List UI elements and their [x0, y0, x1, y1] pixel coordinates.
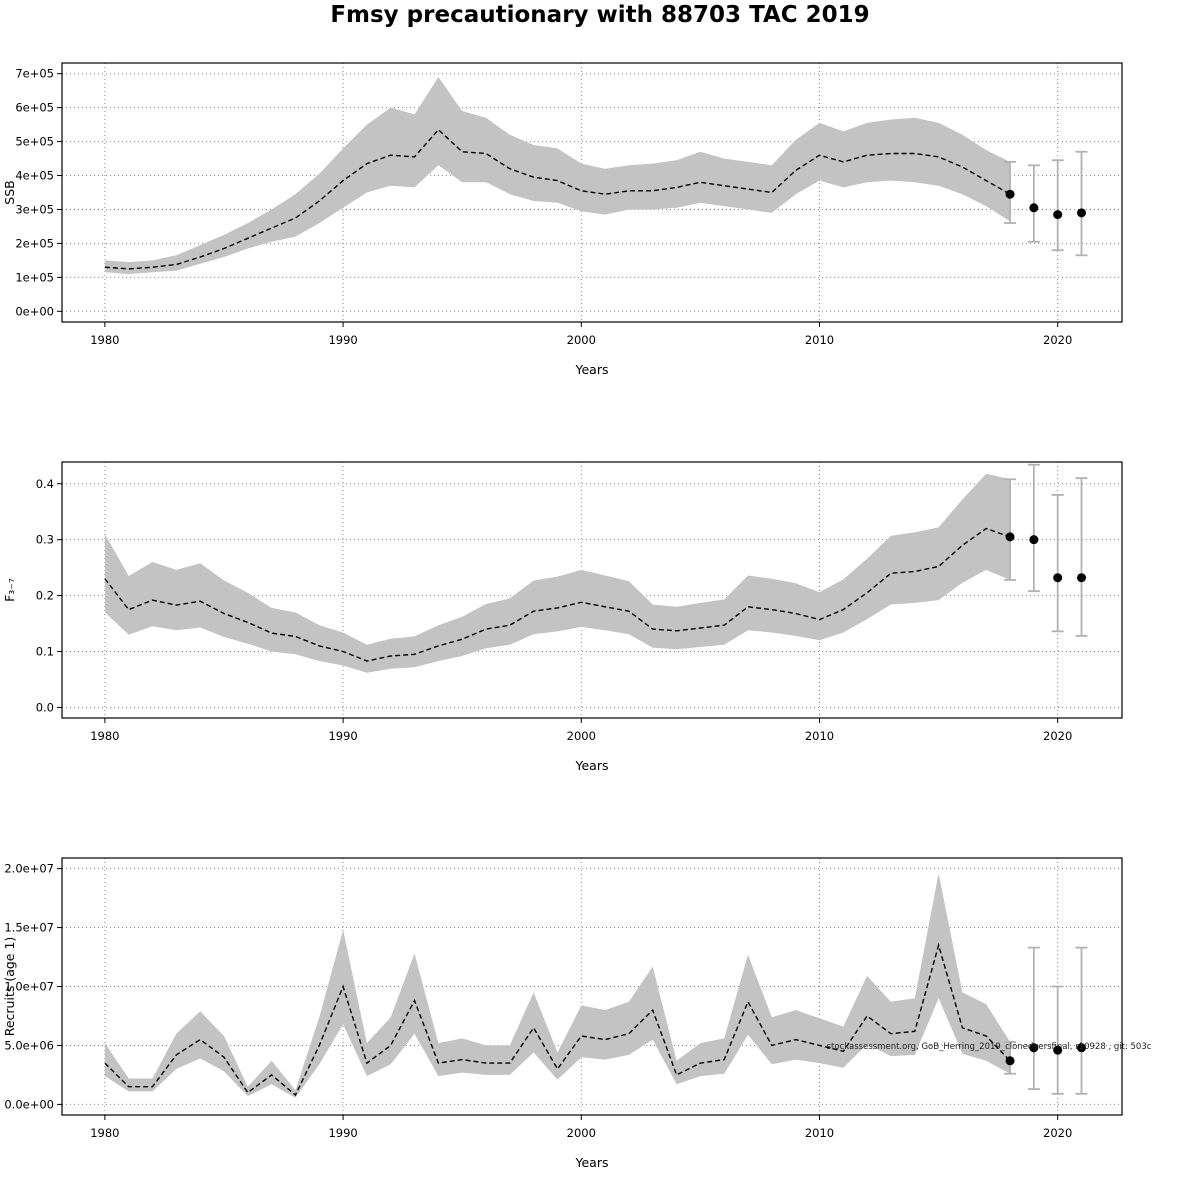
fishing-mortality-chart-panel: 1980 1990 2000 2010 2020 0.0 0.1 0.2 0.3 0.4 Years…	[2, 461, 1123, 773]
forecast-layer	[1004, 150, 1088, 257]
axes-layer: 1980 1990 2000 2010 2020 0.0e+00 5.0e+06 1.0e+0…	[2, 862, 1072, 1170]
forecast-layer	[1004, 946, 1088, 1095]
y-tick-label: 0.1	[36, 645, 54, 659]
plot-frame	[61, 62, 1123, 323]
figure-title: Fmsy precautionary with 88703 TAC 2019	[330, 2, 870, 28]
x-tick-label: 2010	[805, 729, 834, 743]
x-tick-label: 2010	[805, 333, 834, 347]
forecast-point	[1005, 189, 1015, 199]
y-tick-label: 1.5e+07	[4, 921, 54, 935]
y-tick-label: 0.2	[36, 589, 54, 603]
y-tick-label: 1e+05	[15, 270, 54, 284]
y-tick-label: 1.0e+07	[4, 980, 54, 994]
x-tick-label: 1980	[90, 729, 119, 743]
x-tick-label: 1990	[328, 1126, 357, 1140]
x-tick-label: 2020	[1043, 729, 1072, 743]
y-tick-label: 0.4	[36, 477, 54, 491]
x-tick-label: 1980	[90, 333, 119, 347]
y-tick-label: 7e+05	[15, 67, 54, 81]
confidence-band	[104, 473, 1010, 673]
y-tick-label: 0e+00	[15, 304, 54, 318]
x-tick-label: 1990	[328, 333, 357, 347]
forecast-point	[1029, 535, 1039, 545]
forecast-point	[1053, 1045, 1063, 1055]
y-axis-title: Recruits (age 1)	[2, 937, 17, 1037]
y-tick-label: 5e+05	[15, 135, 54, 149]
forecast-point	[1005, 532, 1015, 542]
watermark: stockassessment.org, GoB_Herring_2019_cl…	[827, 1042, 1152, 1052]
y-tick-label: 6e+05	[15, 101, 54, 115]
forecast-point	[1077, 573, 1087, 583]
x-tick-label: 2020	[1043, 1126, 1072, 1140]
y-axis-title: F₃₋₇	[2, 578, 17, 602]
axes-layer: 1980 1990 2000 2010 2020 0e+00 1e+05 2e+05 3e+05…	[2, 67, 1072, 377]
forecast-point	[1053, 210, 1063, 220]
plot-frame	[61, 461, 1123, 719]
watermark-text: stockassessment.org, GoB_Herring_2019_cl…	[827, 1042, 1152, 1052]
forecast-point	[1053, 573, 1063, 583]
recruits-chart-panel: stockassessment.org, GoB_Herring_2019_cl…	[2, 857, 1152, 1170]
forecast-point	[1077, 1043, 1087, 1053]
x-axis-title: Years	[575, 1155, 609, 1170]
y-tick-label: 4e+05	[15, 169, 54, 183]
confidence-band	[104, 873, 1010, 1098]
x-tick-label: 2020	[1043, 333, 1072, 347]
y-tick-label: 0.0e+00	[4, 1097, 54, 1111]
forecast-point	[1029, 203, 1039, 213]
y-axis-title: SSB	[2, 180, 17, 204]
axes-layer: 1980 1990 2000 2010 2020 0.0 0.1 0.2 0.3 0.4 Years…	[2, 477, 1072, 773]
ssb-chart-panel: 1980 1990 2000 2010 2020 0e+00 1e+05 2e+05 3e+05…	[2, 62, 1123, 377]
forecast-point	[1029, 1043, 1039, 1053]
estimate-line	[104, 128, 1011, 270]
x-tick-label: 1990	[328, 729, 357, 743]
x-tick-label: 2000	[567, 333, 596, 347]
y-tick-label: 2e+05	[15, 236, 54, 250]
y-tick-label: 0.0	[36, 700, 54, 714]
x-tick-label: 2000	[567, 729, 596, 743]
y-tick-label: 3e+05	[15, 202, 54, 216]
forecast-layer	[1004, 463, 1088, 637]
y-tick-label: 2.0e+07	[4, 862, 54, 876]
forecast-point	[1077, 208, 1087, 218]
confidence-band	[104, 77, 1010, 274]
y-tick-label: 0.3	[36, 533, 54, 547]
x-tick-label: 2000	[567, 1126, 596, 1140]
x-axis-title: Years	[575, 758, 609, 773]
x-tick-label: 2010	[805, 1126, 834, 1140]
x-axis-title: Years	[575, 362, 609, 377]
grid-layer	[62, 858, 1122, 1115]
forecast-point	[1005, 1056, 1015, 1066]
x-tick-label: 1980	[90, 1126, 119, 1140]
y-tick-label: 5.0e+06	[4, 1038, 54, 1052]
estimate-line	[104, 527, 1011, 662]
